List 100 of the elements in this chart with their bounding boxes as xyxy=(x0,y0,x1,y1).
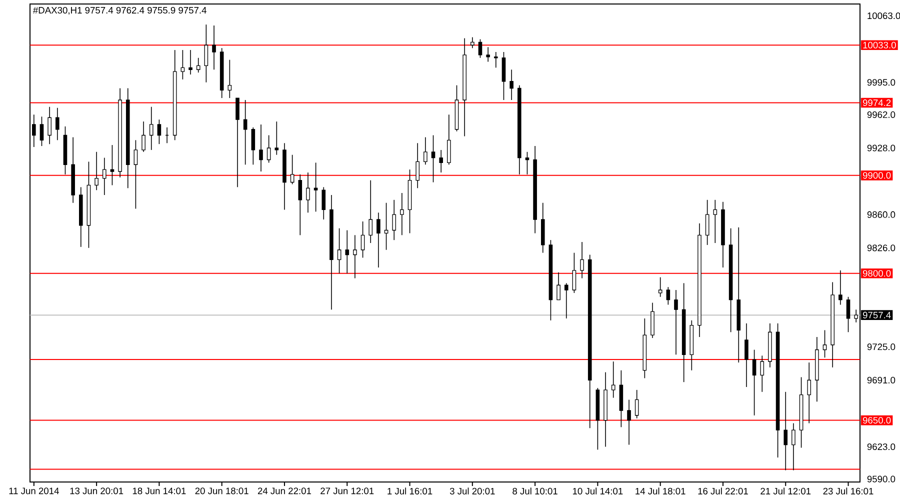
candlestick xyxy=(251,127,256,166)
candlestick xyxy=(360,221,365,258)
candlestick xyxy=(368,180,373,244)
x-tick-label: 11 Jun 2014 xyxy=(9,488,59,494)
ref-line-label: 9974.2 xyxy=(862,99,891,106)
candlestick xyxy=(752,349,756,416)
candlestick xyxy=(658,276,662,298)
candlestick xyxy=(502,52,506,100)
candlestick xyxy=(48,106,52,144)
candlestick xyxy=(431,134,436,183)
x-tick-label: 8 Jul 10:01 xyxy=(512,488,558,494)
y-tick-label: 9623.0 xyxy=(867,443,896,450)
candlestick xyxy=(337,228,342,274)
y-tick-label: 9860.0 xyxy=(867,211,896,218)
y-tick-label: 9725.0 xyxy=(867,344,896,350)
candlestick xyxy=(40,116,44,146)
ref-line-label: 9650.0 xyxy=(862,417,891,424)
candlestick xyxy=(650,302,654,338)
y-tick-label: 9962.0 xyxy=(867,111,896,118)
candlestick xyxy=(854,309,858,323)
candlestick xyxy=(290,154,294,185)
ref-line-label: 9757.4 xyxy=(862,312,891,318)
y-tick-label: 9691.0 xyxy=(867,376,896,384)
candlestick xyxy=(353,234,357,279)
y-tick-label: 9590.0 xyxy=(867,476,896,482)
candlestick xyxy=(384,202,388,250)
y-tick-label: 9928.0 xyxy=(867,144,896,152)
x-tick-label: 3 Jul 20:01 xyxy=(450,488,495,494)
candlestick xyxy=(243,100,248,166)
candlestick xyxy=(807,362,812,424)
y-tick-label: 10063.0 xyxy=(868,12,900,20)
x-tick-label: 13 Jun 20:01 xyxy=(70,488,124,494)
candlestick xyxy=(322,186,326,220)
candlestick xyxy=(611,361,616,398)
candlestick xyxy=(666,286,670,306)
candlestick xyxy=(228,59,232,98)
y-tick-label: 9826.0 xyxy=(867,244,896,252)
candlestick xyxy=(345,230,350,274)
candlestick xyxy=(564,282,568,319)
candlestick xyxy=(634,390,639,419)
candlestick xyxy=(94,152,98,190)
candlestick xyxy=(102,157,106,196)
candlestick xyxy=(142,121,146,152)
candlestick xyxy=(792,422,796,471)
candlestick xyxy=(510,69,514,100)
candlestick xyxy=(32,114,36,148)
candlestick xyxy=(392,199,396,240)
candlestick xyxy=(838,270,842,306)
candlestick xyxy=(212,25,216,70)
candlestick xyxy=(572,252,576,294)
candlestick xyxy=(713,199,718,244)
x-tick-label: 10 Jul 14:01 xyxy=(572,488,623,494)
candlestick xyxy=(110,144,114,186)
candlestick xyxy=(478,38,482,58)
candlestick xyxy=(674,290,678,356)
x-tick-label: 23 Jul 16:01 xyxy=(823,488,874,494)
candlestick xyxy=(525,152,530,175)
candlestick xyxy=(627,399,631,446)
x-tick-label: 18 Jun 14:01 xyxy=(132,488,186,494)
candlestick xyxy=(486,46,490,62)
x-tick-label: 1 Jul 16:01 xyxy=(388,488,432,494)
x-tick-label: 21 Jul 12:01 xyxy=(760,488,811,494)
candlestick xyxy=(259,124,263,172)
x-tick-label: 14 Jul 18:01 xyxy=(636,488,686,494)
x-tick-label: 20 Jun 18:01 xyxy=(195,488,248,494)
candlestick xyxy=(298,174,302,236)
candlestick xyxy=(56,107,60,141)
candlestick xyxy=(705,199,710,246)
candlestick xyxy=(306,172,310,214)
candlestick xyxy=(376,212,380,268)
x-tick-label: 16 Jul 22:01 xyxy=(698,488,748,494)
candlestick xyxy=(400,192,404,236)
candlestick xyxy=(580,242,584,279)
candlestick xyxy=(784,391,788,471)
candlestick xyxy=(236,98,240,188)
candlestick xyxy=(274,121,279,156)
candlestick xyxy=(470,36,474,48)
candlestick xyxy=(760,355,764,392)
candlestick xyxy=(424,136,428,166)
candlestick xyxy=(314,162,318,212)
candlestick xyxy=(180,50,185,80)
candlestick xyxy=(196,57,200,73)
candlestick xyxy=(149,106,154,150)
candlestick xyxy=(846,296,850,333)
candlestick xyxy=(744,322,748,388)
x-tick-label: 24 Jun 22:01 xyxy=(258,488,311,494)
candlestick xyxy=(447,114,451,166)
x-tick-label: 27 Jun 12:01 xyxy=(320,488,374,494)
candlestick xyxy=(266,134,271,164)
chart-title: #DAX30,H1 9757.4 9762.4 9755.9 9757.4 xyxy=(32,6,206,15)
candlestick xyxy=(822,330,827,358)
candlestick xyxy=(157,119,162,144)
ref-line-label: 10033.0 xyxy=(863,42,896,48)
ref-line-label: 9900.0 xyxy=(862,172,891,179)
candlestick xyxy=(416,142,420,189)
y-tick-label: 9995.0 xyxy=(867,79,896,86)
candlestick xyxy=(204,24,208,83)
candlestick xyxy=(439,150,443,173)
candlestick xyxy=(556,272,560,300)
candlestick xyxy=(494,52,498,68)
